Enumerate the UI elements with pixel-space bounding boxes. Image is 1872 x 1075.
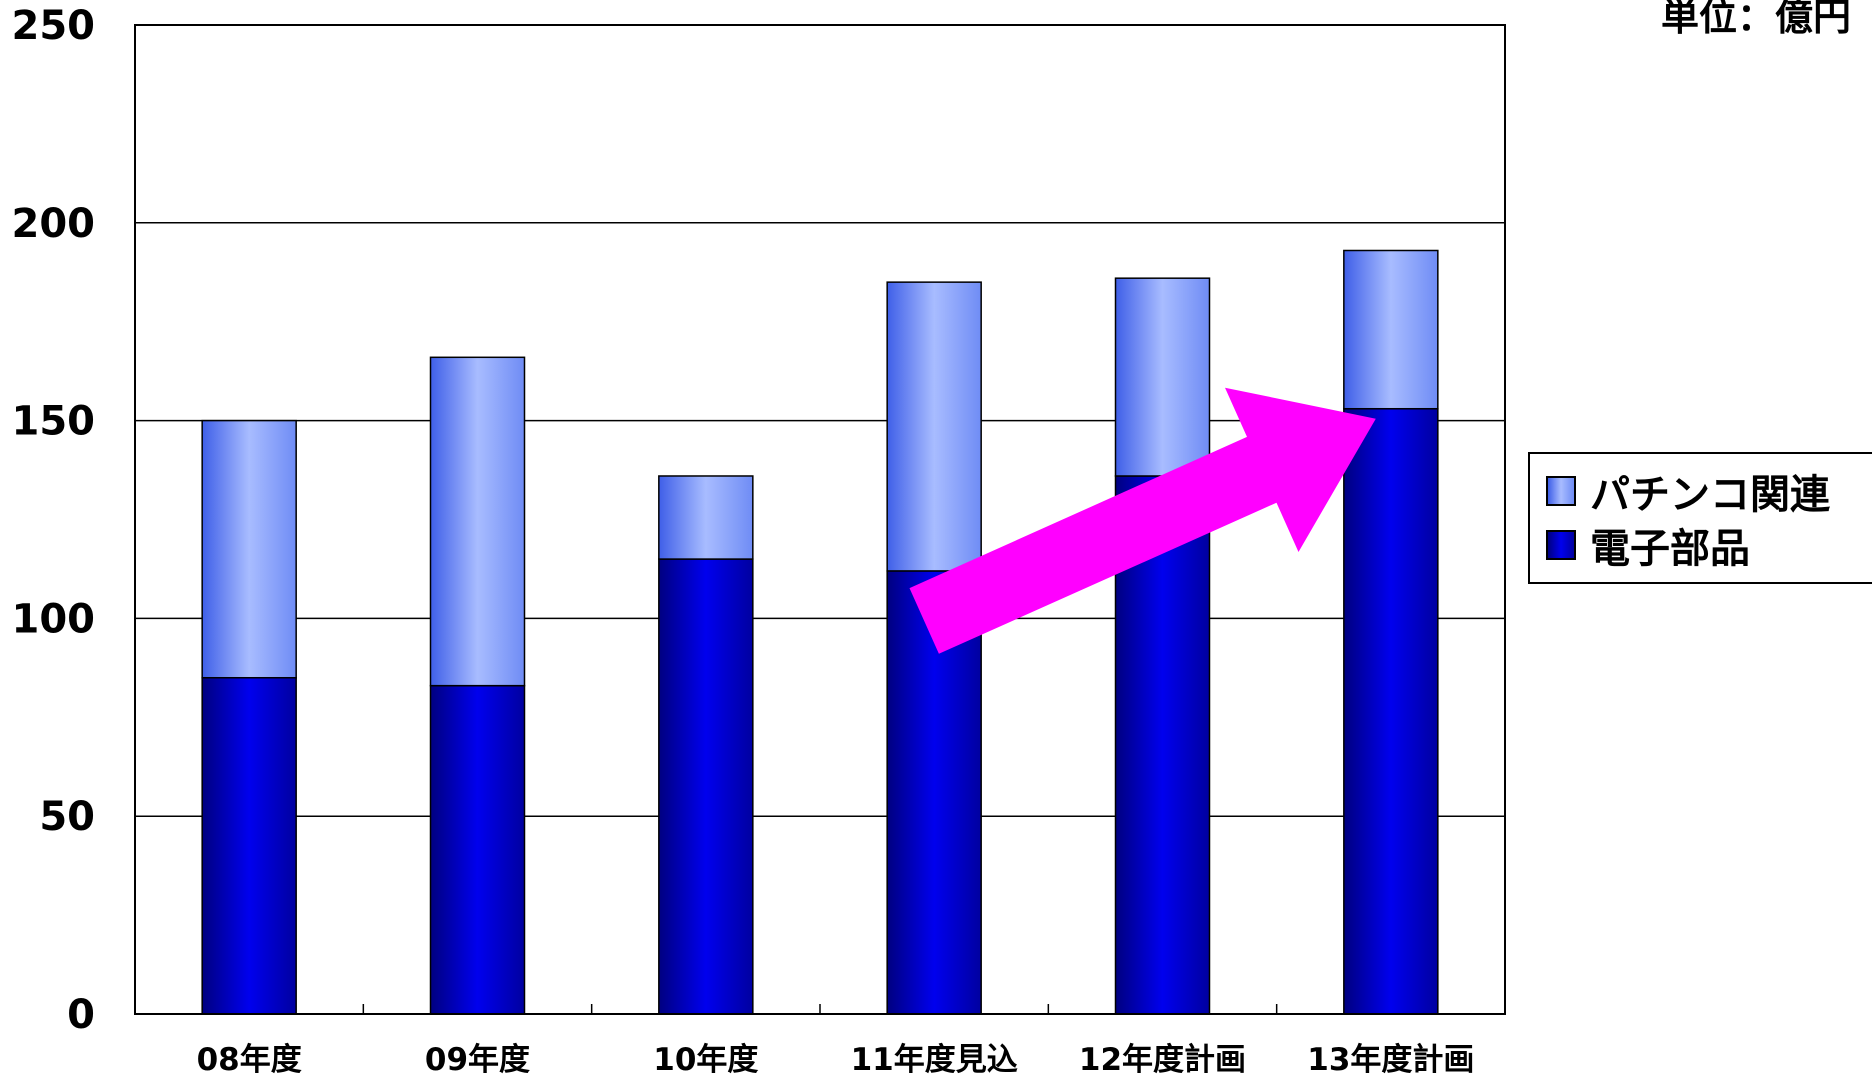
x-tick-label-5: 13年度計画 (1307, 1042, 1474, 1075)
x-tick-label-0: 08年度 (197, 1042, 302, 1075)
legend-item-electronic: 電子部品 (1546, 520, 1750, 572)
bar-pachinko-4 (1114, 277, 1211, 477)
x-tick-label-2: 10年度 (653, 1042, 758, 1075)
y-tick-label-0: 0 (67, 992, 95, 1038)
bar-pachinko-1 (429, 356, 526, 687)
legend-item-pachinko: パチンコ関連 (1546, 466, 1830, 518)
bar-electronic-3 (886, 570, 982, 1015)
legend-swatch-pachinko (1546, 476, 1576, 506)
x-tick-label-1: 09年度 (425, 1042, 530, 1075)
legend: パチンコ関連 電子部品 (1528, 452, 1872, 584)
legend-label-electronic: 電子部品 (1590, 526, 1750, 572)
legend-label-pachinko: パチンコ関連 (1590, 472, 1830, 518)
y-tick-label-200: 200 (12, 201, 96, 247)
bar-pachinko-0 (201, 419, 297, 679)
legend-swatch-electronic (1546, 530, 1576, 560)
bar-pachinko-5 (1343, 249, 1439, 410)
bar-pachinko-2 (658, 475, 754, 560)
bar-pachinko-3 (886, 281, 982, 572)
grid-lines (135, 222, 1505, 817)
x-tick-label-3: 11年度見込 (851, 1042, 1018, 1075)
unit-label: 単位：億円 (1661, 0, 1852, 39)
tick-labels: 0 50 100 150 200 250 08年度 09年度 10年度 11年度見込 12年度計画 1… (12, 3, 1475, 1075)
y-tick-label-100: 100 (12, 596, 96, 642)
bars (201, 249, 1439, 1015)
y-tick-label-150: 150 (12, 399, 96, 445)
y-tick-label-50: 50 (39, 794, 95, 840)
x-tick-label-4: 12年度計画 (1079, 1042, 1246, 1075)
bar-electronic-5 (1343, 407, 1439, 1015)
trend-arrow (909, 387, 1376, 654)
trend-arrow-shape (909, 387, 1376, 654)
bar-electronic-2 (658, 558, 754, 1015)
bar-electronic-1 (429, 684, 526, 1015)
y-tick-label-250: 250 (12, 3, 96, 49)
plot-frame (134, 24, 1506, 1015)
bar-electronic-0 (201, 676, 297, 1015)
